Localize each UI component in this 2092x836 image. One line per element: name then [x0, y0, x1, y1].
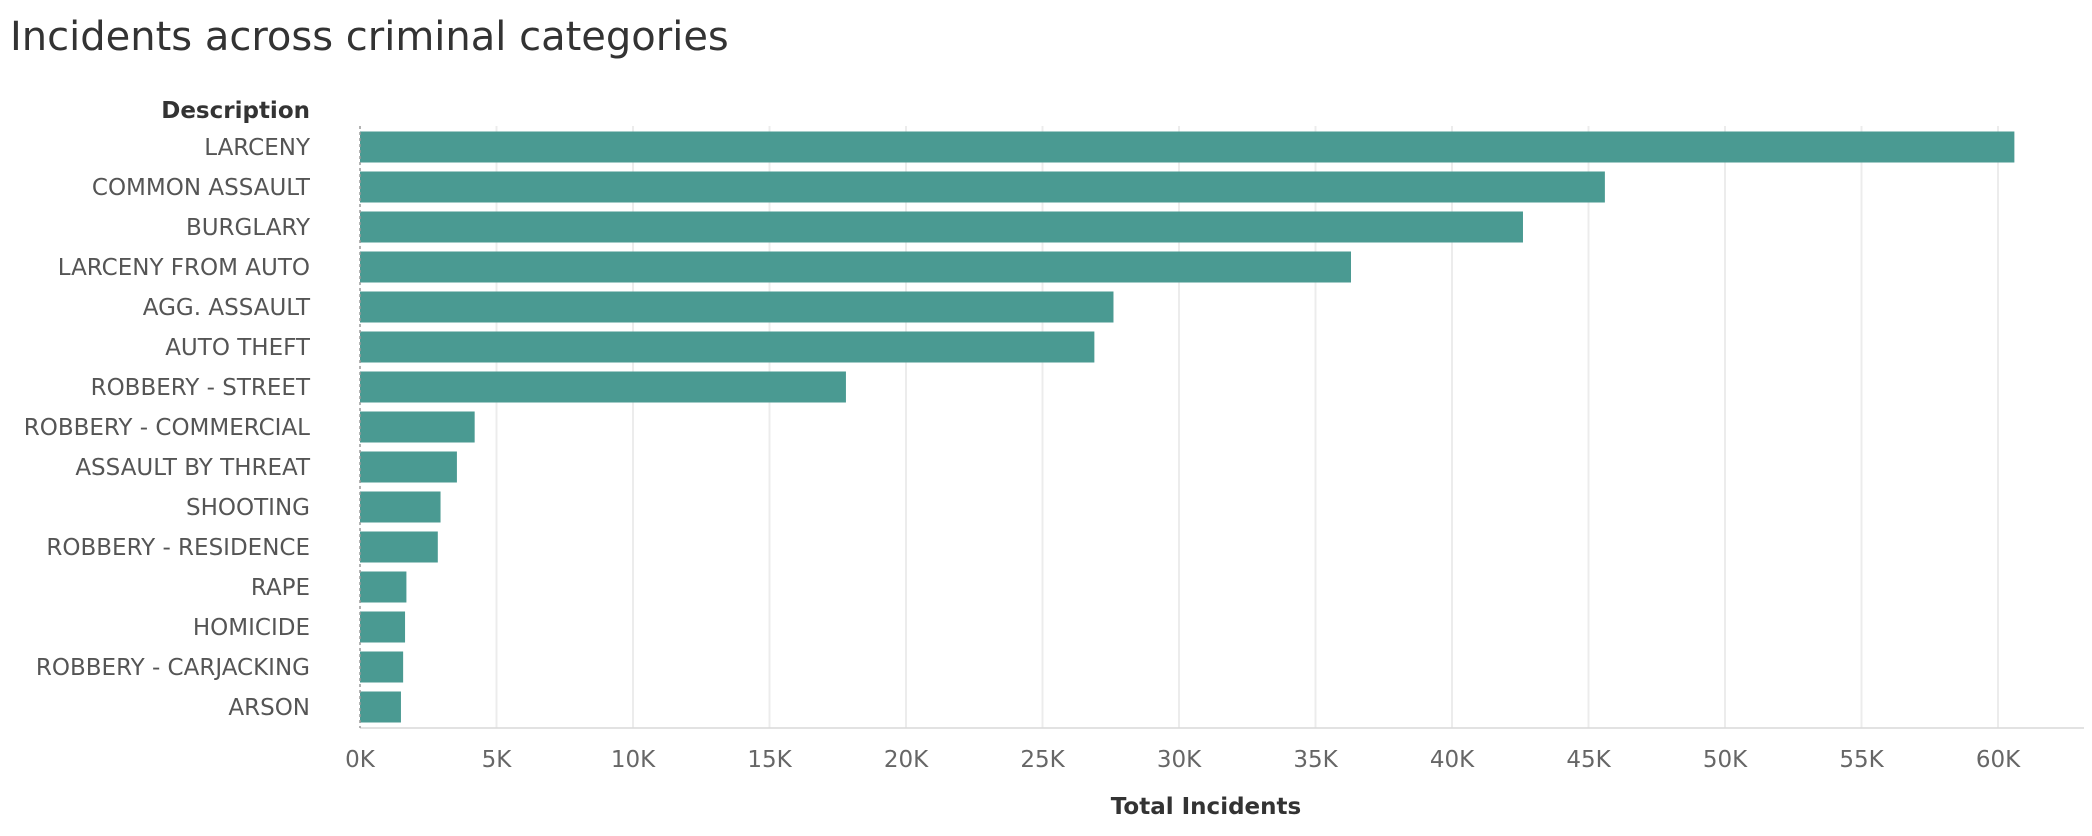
- bar-rape[interactable]: [360, 571, 407, 603]
- x-tick-label: 30K: [1157, 747, 1202, 773]
- x-tick-label: 25K: [1020, 747, 1065, 773]
- bar-burglary[interactable]: [360, 211, 1523, 243]
- bars: [359, 126, 2015, 728]
- bar-robbery-commercial[interactable]: [360, 411, 475, 443]
- x-tick-label: 50K: [1703, 747, 1748, 773]
- category-label: SHOOTING: [186, 495, 310, 521]
- bar-auto-theft[interactable]: [360, 331, 1095, 363]
- x-tick-label: 5K: [482, 747, 513, 773]
- x-tick-label: 55K: [1839, 747, 1884, 773]
- x-axis-ticks: 0K 5K 10K 15K 20K 25K 30K 35K 40K 45K 50K 55K 60K: [345, 747, 2021, 773]
- x-tick-label: 35K: [1293, 747, 1338, 773]
- bar-larceny-from-auto[interactable]: [360, 251, 1351, 283]
- category-label: HOMICIDE: [193, 615, 310, 641]
- bar-robbery-carjacking[interactable]: [360, 651, 404, 683]
- category-label: ROBBERY - CARJACKING: [36, 655, 310, 681]
- category-label: ROBBERY - RESIDENCE: [46, 535, 310, 561]
- chart-title: Incidents across criminal categories: [10, 14, 729, 60]
- category-axis-title: Description: [161, 98, 310, 124]
- bar-arson[interactable]: [360, 691, 401, 723]
- x-tick-label: 15K: [747, 747, 792, 773]
- x-tick-label: 40K: [1430, 747, 1475, 773]
- bar-assault-by-threat[interactable]: [360, 451, 457, 483]
- bar-homicide[interactable]: [360, 611, 406, 643]
- x-tick-label: 45K: [1566, 747, 1611, 773]
- category-label: COMMON ASSAULT: [92, 175, 311, 201]
- category-label: AUTO THEFT: [165, 335, 311, 361]
- bar-agg-assault[interactable]: [360, 291, 1114, 323]
- bar-shooting[interactable]: [360, 491, 441, 523]
- category-label: RAPE: [251, 575, 310, 601]
- category-label: ROBBERY - STREET: [91, 375, 311, 401]
- x-tick-label: 60K: [1976, 747, 2021, 773]
- x-tick-label: 10K: [611, 747, 656, 773]
- bar-robbery-residence[interactable]: [360, 531, 438, 563]
- x-tick-label: 20K: [884, 747, 929, 773]
- bar-common-assault[interactable]: [360, 171, 1605, 203]
- bar-larceny[interactable]: [360, 131, 2015, 163]
- category-label: AGG. ASSAULT: [143, 295, 311, 321]
- category-label: LARCENY FROM AUTO: [58, 255, 310, 281]
- category-label: ASSAULT BY THREAT: [75, 455, 311, 481]
- category-labels: LARCENY COMMON ASSAULT BURGLARY LARCENY FRO…: [24, 135, 311, 721]
- category-label: ROBBERY - COMMERCIAL: [24, 415, 310, 441]
- x-tick-label: 0K: [345, 747, 376, 773]
- category-label: BURGLARY: [186, 215, 311, 241]
- x-axis-title: Total Incidents: [1111, 794, 1301, 820]
- category-label: LARCENY: [204, 135, 311, 161]
- category-label: ARSON: [228, 695, 310, 721]
- bar-robbery-street[interactable]: [360, 371, 846, 403]
